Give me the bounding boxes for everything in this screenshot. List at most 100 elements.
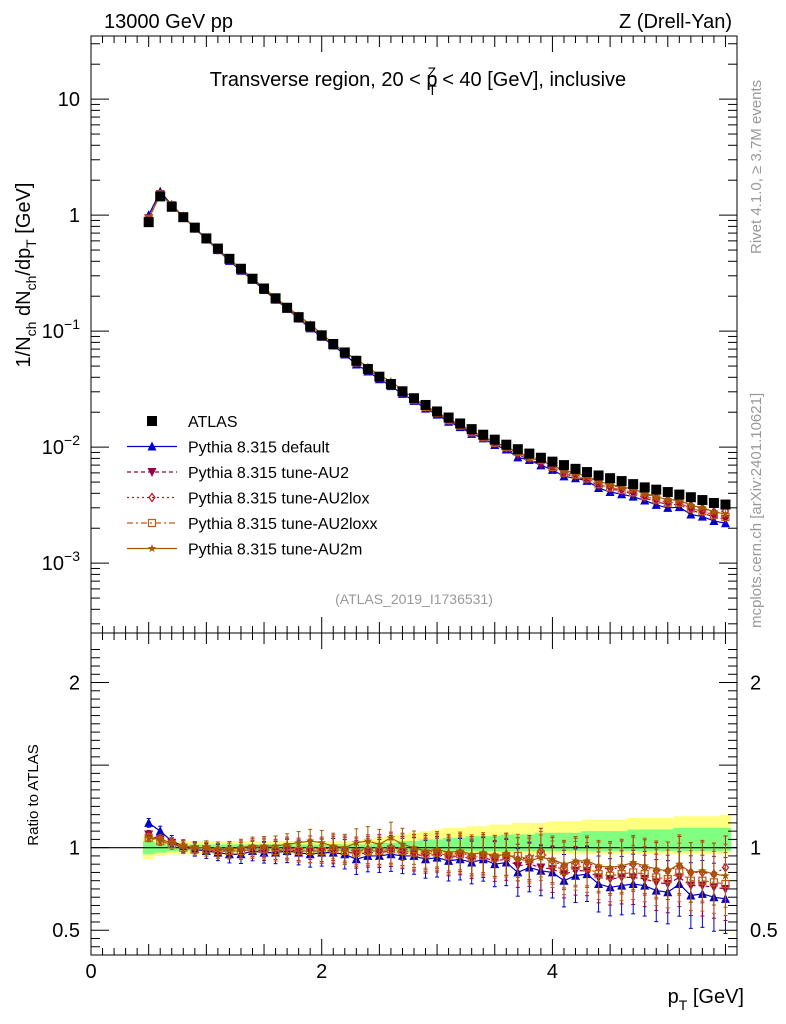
ratio-y-tick-label-right: 0.5 (750, 920, 778, 942)
atlas-point (547, 456, 558, 467)
atlas-point (512, 444, 523, 455)
atlas-point (524, 448, 535, 459)
atlas-point (432, 406, 443, 417)
legend-marker-au2 (147, 468, 157, 477)
atlas-point (166, 201, 177, 212)
ratio-point-au2m (628, 858, 638, 867)
atlas-point (651, 484, 662, 495)
atlas-point (616, 476, 627, 487)
legend-marker-default (147, 441, 157, 451)
main-point-au2m (709, 507, 719, 516)
atlas-point (420, 399, 431, 410)
atlas-point (605, 473, 616, 484)
ratio-point-au2m (225, 844, 234, 853)
y-tick-label: 10−1 (42, 316, 80, 343)
ratio-point-au2m (409, 843, 419, 852)
atlas-point (212, 243, 223, 254)
atlas-point (466, 424, 477, 435)
main-point-au2m (651, 492, 661, 501)
ratio-point-au2m (559, 859, 569, 868)
atlas-point (558, 460, 569, 471)
atlas-point (247, 273, 258, 284)
ratio-panel: 0 2 4 0.5 0.5 1 1 2 2 (52, 632, 778, 983)
atlas-point (570, 463, 581, 474)
atlas-point (535, 452, 546, 463)
ratio-y-tick-label: 0.5 (52, 920, 80, 942)
main-point-au2m (663, 495, 673, 504)
ratio-point-au2m (179, 841, 188, 850)
atlas-point (455, 418, 466, 429)
ratio-point-au2m (548, 854, 557, 863)
ratio-point-au2m (594, 861, 603, 870)
atlas-point (155, 191, 166, 202)
ratio-point-au2m (525, 856, 534, 865)
main-point-au2m (605, 480, 615, 489)
rivet-label: Rivet 4.1.0, ≥ 3.7M events (748, 80, 765, 254)
ratio-point-au2m (478, 848, 488, 857)
atlas-point (501, 439, 512, 450)
atlas-point (639, 482, 650, 493)
main-point-au2m (640, 488, 649, 497)
atlas-point (662, 487, 673, 498)
mcplots-label: mcplots.cern.ch [arXiv:2401.10621] (748, 393, 765, 628)
ratio-point-au2m (640, 861, 649, 870)
ratio-point-au2m (282, 839, 292, 848)
plot-title-sup: Z (428, 64, 437, 80)
ratio-y-tick-label-right: 2 (750, 673, 761, 695)
atlas-point (328, 338, 339, 349)
legend-label-au2loxx: Pythia 8.315 tune-AU2loxx (188, 516, 377, 533)
legend-marker-au2loxx (147, 518, 157, 528)
ratio-point-au2m (144, 833, 153, 842)
atlas-point (385, 379, 396, 390)
y-tick-base: 10 (42, 321, 64, 343)
ratio-point-au2m (686, 867, 696, 877)
ratio-point-au2m (455, 846, 465, 855)
y-tick-label: 10−2 (42, 432, 80, 459)
y-tick-exp: −3 (64, 548, 80, 564)
ratio-point-au2m (259, 841, 269, 850)
ratio-point-au2m (675, 859, 684, 868)
header-collision: 13000 GeV pp (104, 11, 233, 33)
atlas-point (282, 302, 293, 313)
ratio-point-au2m (202, 843, 211, 852)
ratio-point-au2m (328, 841, 338, 850)
y-tick-label: 10−3 (42, 548, 80, 575)
atlas-point (685, 492, 696, 503)
atlas-point (489, 434, 500, 445)
ratio-point-au2m (709, 869, 719, 878)
atlas-point (708, 498, 719, 509)
atlas-point (697, 495, 708, 506)
ratio-point-default (144, 817, 154, 827)
legend-label-atlas: ATLAS (188, 414, 238, 431)
ratio-point-au2m (190, 843, 200, 852)
atlas-point (582, 467, 593, 478)
ratio-point-au2m (467, 849, 476, 858)
plot-title-sub: T (428, 82, 437, 98)
atlas-point (316, 330, 327, 341)
x-tick-label: 0 (85, 961, 96, 983)
ratio-point-au2m (582, 856, 592, 865)
atlas-point (351, 355, 362, 366)
ratio-point-au2m (398, 839, 407, 848)
ratio-point-default (155, 826, 165, 836)
atlas-point (293, 312, 304, 323)
atlas-point (720, 499, 731, 510)
ratio-point-au2m (155, 834, 165, 844)
x-tick-label: 2 (316, 961, 327, 983)
y-tick-label: 10 (58, 89, 80, 111)
atlas-point (178, 212, 189, 223)
atlas-point (235, 263, 246, 274)
atlas-point (224, 253, 235, 264)
ratio-point-au2m (317, 838, 326, 847)
ratio-point-au2m (375, 839, 384, 848)
atlas-point (143, 217, 154, 228)
atlas-point (362, 363, 373, 374)
ratio-point-au2m (352, 838, 361, 847)
atlas-point (397, 386, 408, 397)
atlas-point (305, 321, 316, 332)
ratio-point-au2m (571, 856, 580, 865)
y-tick-base: 10 (42, 553, 64, 575)
main-ylabel: 1/Nch dNch/dpT [GeV] (13, 183, 39, 368)
